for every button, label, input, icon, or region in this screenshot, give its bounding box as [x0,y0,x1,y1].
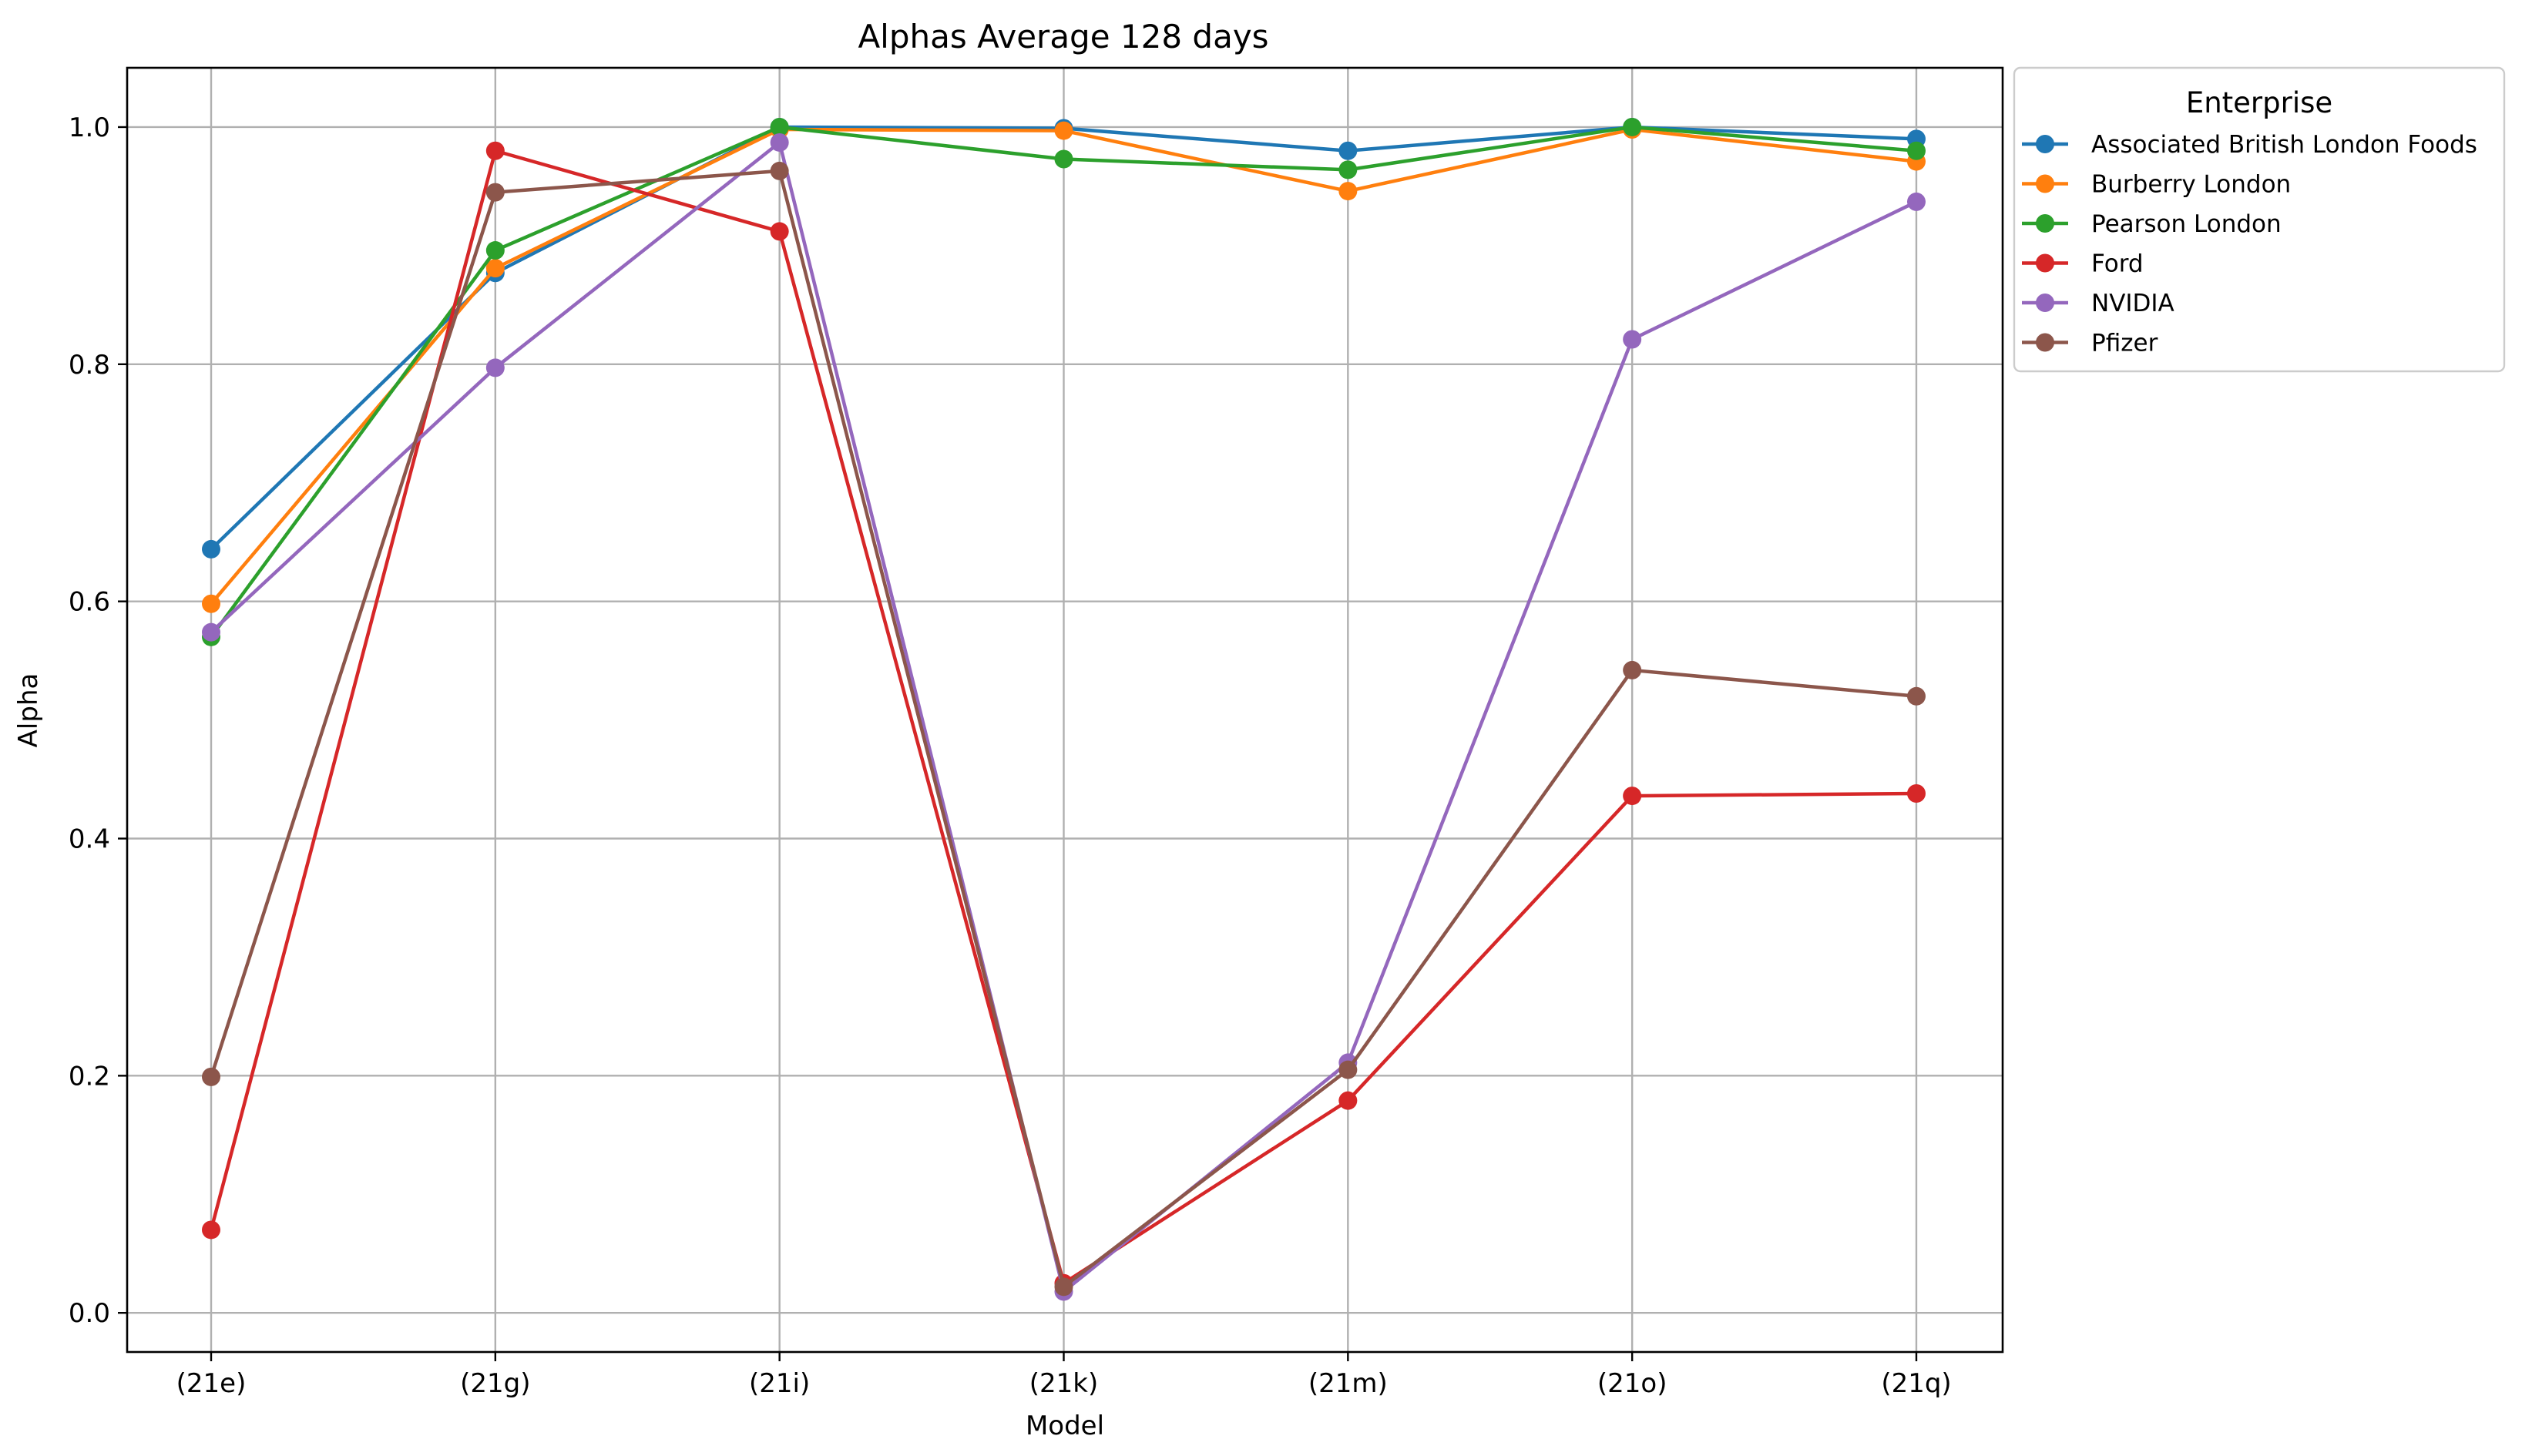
data-point [770,133,789,152]
data-point [1054,121,1073,140]
series-layer [202,117,1926,1301]
data-point [770,161,789,180]
data-point [1907,192,1926,211]
legend-items: Associated British London Foods Burberry … [2022,131,2477,357]
x-tick-label: (21o) [1597,1368,1667,1399]
legend-label: Ford [2091,250,2144,278]
data-point [1338,1091,1358,1110]
data-point [202,1220,220,1240]
data-point [1338,160,1358,179]
data-point [1907,686,1926,706]
data-point [1623,330,1642,349]
x-tick-label: (21q) [1881,1368,1951,1399]
legend-marker [2036,135,2054,153]
legend-label: NVIDIA [2091,290,2174,317]
data-point [485,358,505,377]
data-point [202,539,220,559]
legend-item: Burberry London [2022,171,2291,199]
data-point [1054,149,1073,169]
data-point [770,222,789,241]
legend-marker [2036,294,2054,312]
y-tick-label: 0.4 [69,824,110,855]
y-tick-label: 0.6 [69,587,110,618]
x-tick-label: (21e) [176,1368,247,1399]
y-tick-label: 0.2 [69,1061,110,1092]
legend-item: Pfizer [2022,330,2158,357]
series-2 [202,117,1926,646]
plot-frame [126,66,2004,1354]
x-tick-label: (21k) [1029,1368,1098,1399]
data-point [1623,117,1642,136]
legend-box [2013,66,2506,373]
x-tick-label: (21i) [749,1368,810,1399]
legend-item: Associated British London Foods [2022,131,2477,159]
data-point [202,594,220,613]
legend-marker [2036,253,2054,273]
data-point [202,1067,220,1086]
grid-lines [127,68,2003,1352]
x-axis-label: Model [1026,1411,1104,1441]
data-point [1338,1060,1358,1079]
data-point [1907,784,1926,803]
data-point [485,241,505,260]
data-point [485,141,505,160]
data-point [1907,141,1926,160]
legend-item: Ford [2022,250,2144,278]
legend-label: Pearson London [2091,210,2282,238]
legend-marker [2036,174,2054,193]
data-point [485,183,505,202]
data-point [1623,787,1642,806]
data-point [1054,1277,1073,1297]
series-5 [202,161,1926,1297]
data-point [770,117,789,136]
legend-label: Pfizer [2091,330,2158,357]
data-point [1623,660,1642,679]
y-tick-label: 0.0 [69,1298,110,1329]
legend-label: Associated British London Foods [2091,131,2477,159]
x-axis: (21e) (21g) (21i) (21k) (21m) (21o) (21q) [176,1352,1952,1399]
chart-title: Alphas Average 128 days [858,18,1268,55]
data-point [485,259,505,278]
legend-item: Pearson London [2022,210,2282,238]
data-point [1338,182,1358,201]
legend: Enterprise Associated British London Foo… [2013,66,2506,373]
y-tick-label: 1.0 [69,112,110,143]
x-tick-label: (21g) [460,1368,530,1399]
data-point [202,622,220,642]
legend-item: NVIDIA [2022,290,2174,317]
x-tick-label: (21m) [1308,1368,1388,1399]
legend-marker [2036,333,2054,352]
legend-label: Burberry London [2091,171,2291,199]
legend-marker [2036,214,2054,233]
y-tick-label: 0.8 [69,350,110,381]
y-axis: 0.0 0.2 0.4 0.6 0.8 1.0 [69,112,127,1329]
y-axis-label: Alpha [13,673,44,748]
data-point [1338,141,1358,160]
legend-title: Enterprise [2186,86,2332,119]
